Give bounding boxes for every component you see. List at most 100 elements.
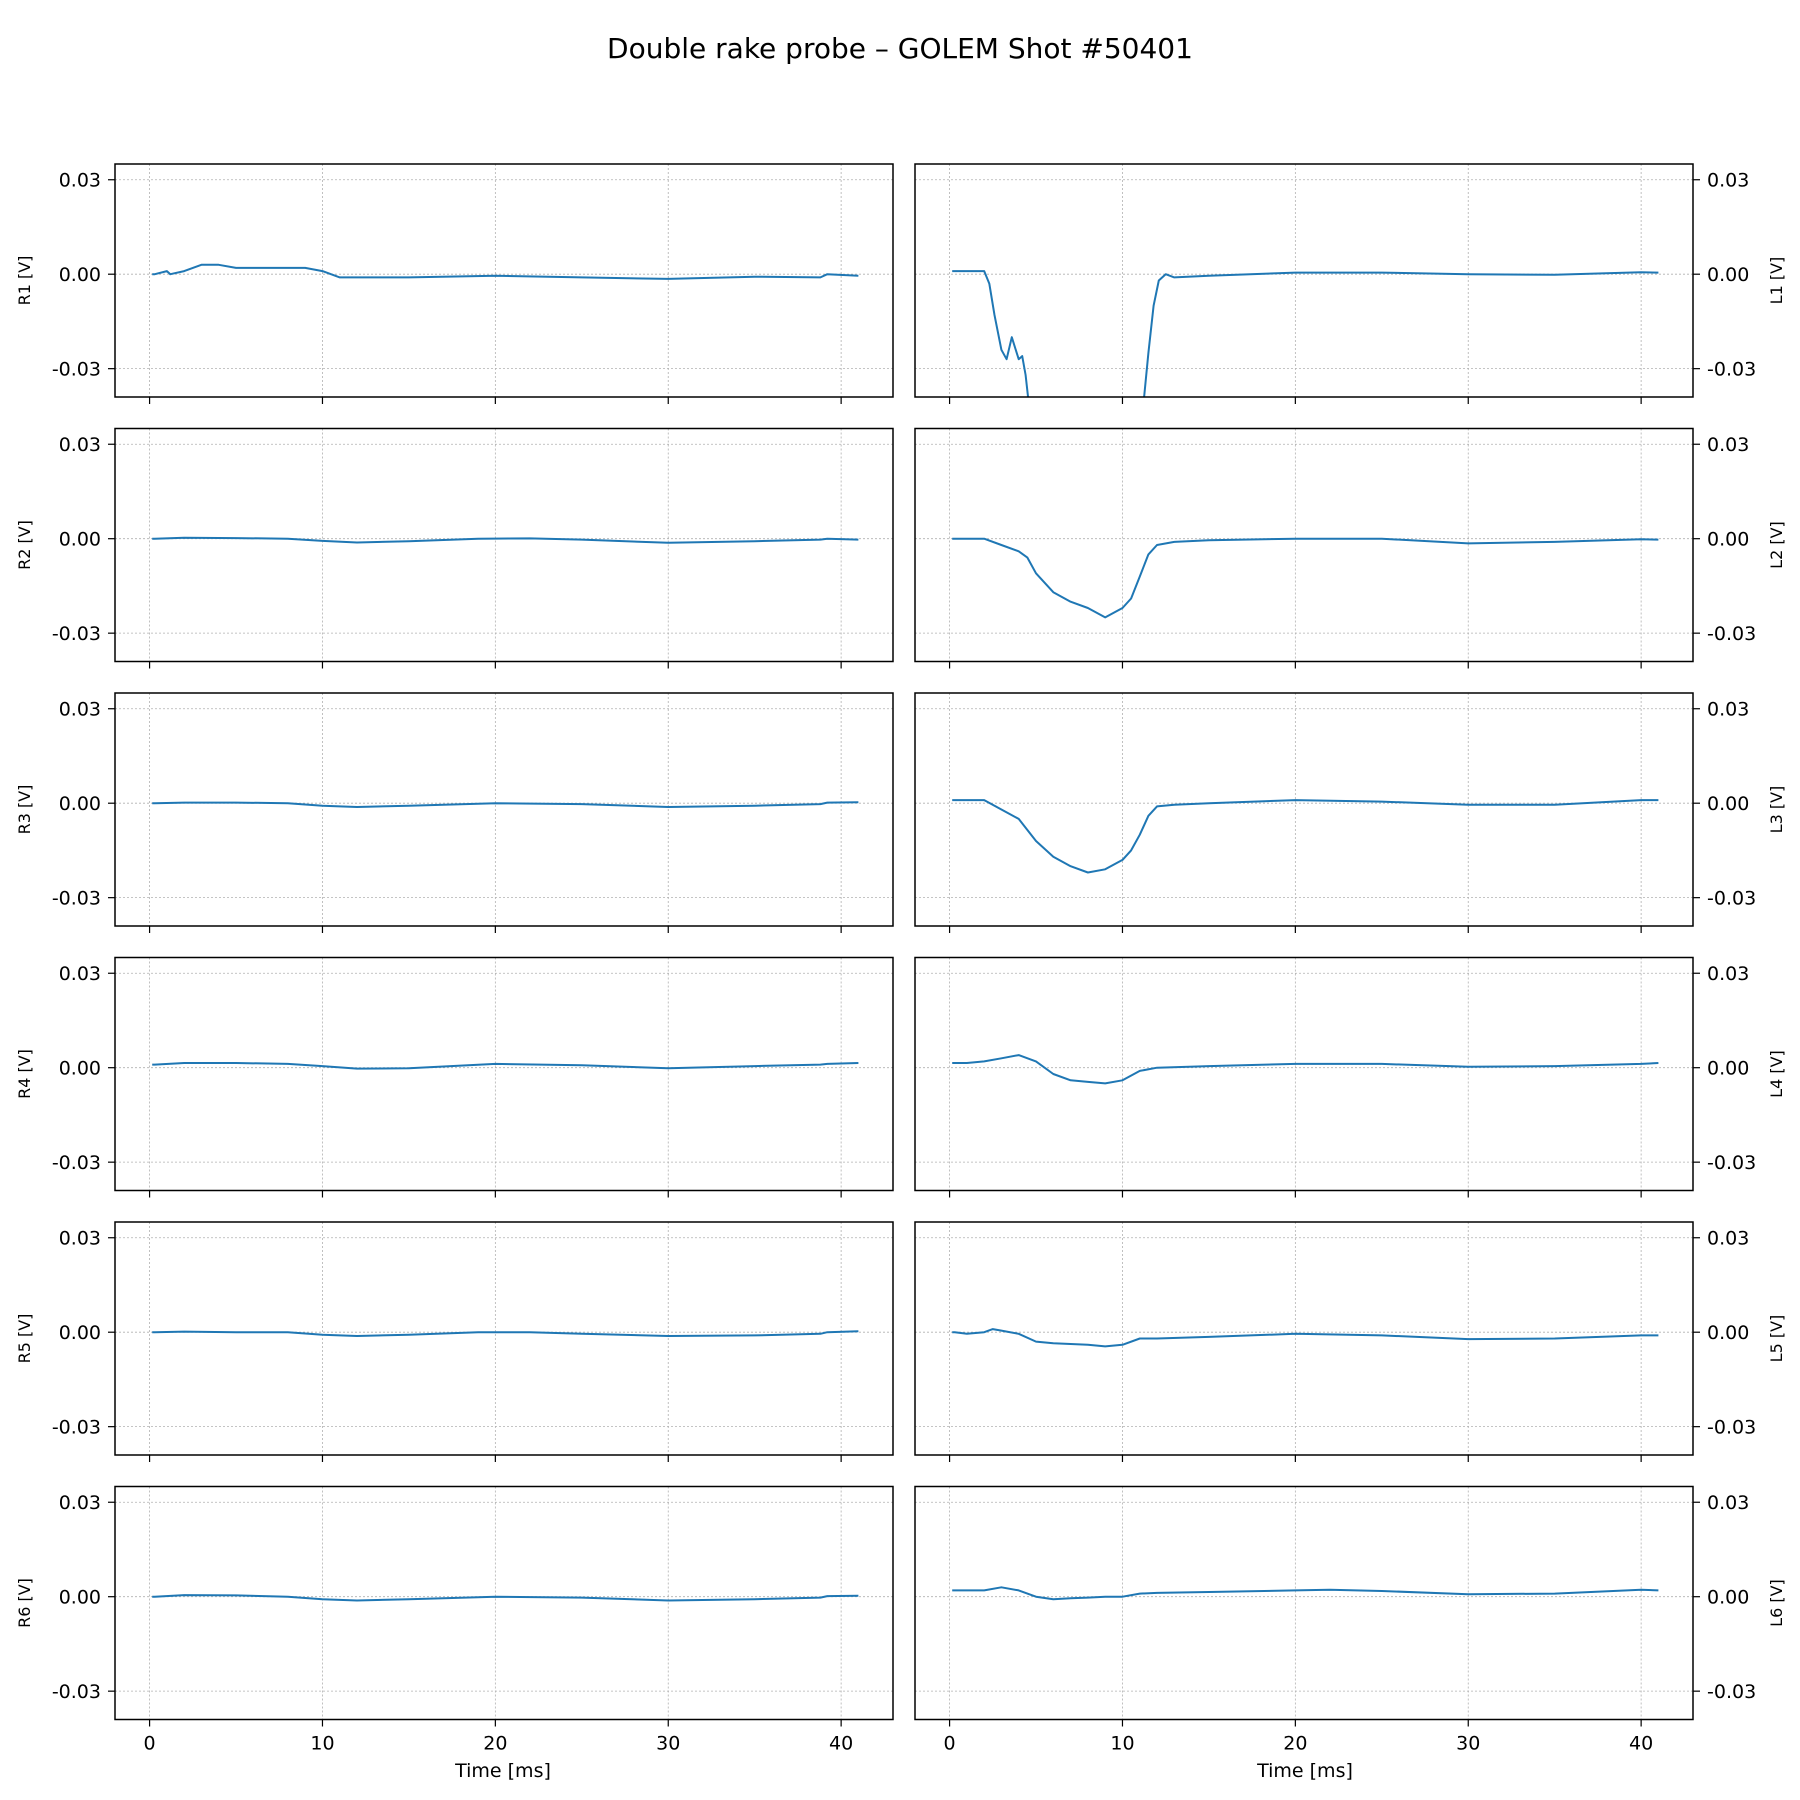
y-tick-label-l1: 0.03	[1707, 170, 1749, 192]
x-tick-label-r6: 0	[144, 1733, 156, 1755]
series-line-r2	[152, 536, 859, 544]
y-tick-label-l5: -0.03	[1707, 1417, 1756, 1439]
y-axis-label-l4: L4 [V]	[1767, 1050, 1786, 1098]
y-tick-label-r5: -0.03	[52, 1417, 101, 1439]
x-tick-label-l6: 0	[944, 1733, 956, 1755]
panel-l1: 0.03 0.00 -0.03 L1 [V]	[914, 163, 1786, 404]
x-tick-label-l6: 40	[1629, 1733, 1653, 1755]
y-tick-label-r2: -0.03	[52, 623, 101, 645]
series-line-r6	[152, 1594, 859, 1602]
y-tick-label-l2: -0.03	[1707, 623, 1756, 645]
series-line-l3	[952, 799, 1659, 874]
figure-title: Double rake probe – GOLEM Shot #50401	[607, 32, 1193, 65]
x-axis-label-left: Time [ms]	[454, 1760, 551, 1782]
panel-r2: 0.03 0.00 -0.03 R2 [V]	[15, 427, 894, 669]
series-line-l5	[952, 1328, 1659, 1348]
x-tick-label-r6: 30	[656, 1733, 680, 1755]
panel-l6: 0.03 0.00 -0.03 L6 [V] 0 10 20 30 40	[914, 1485, 1786, 1755]
y-axis-label-r2: R2 [V]	[15, 520, 34, 570]
series-line-l2	[952, 537, 1659, 619]
y-axis-label-l3: L3 [V]	[1767, 786, 1786, 834]
series-line-r4	[152, 1062, 859, 1070]
series-line-r3	[152, 801, 859, 808]
panel-r4: 0.03 0.00 -0.03 R4 [V]	[15, 956, 894, 1198]
plot-frame-l1	[914, 163, 1694, 398]
plot-frame-l5	[914, 1221, 1694, 1456]
y-tick-label-r3: 0.03	[59, 699, 101, 721]
plot-frame-r5	[114, 1221, 894, 1456]
x-tick-label-r6: 40	[829, 1733, 853, 1755]
y-tick-label-l3: 0.00	[1707, 793, 1749, 815]
y-tick-label-l2: 0.03	[1707, 434, 1749, 456]
y-tick-label-l6: 0.03	[1707, 1492, 1749, 1514]
y-tick-label-r6: 0.00	[59, 1587, 101, 1609]
y-tick-label-r2: 0.00	[59, 529, 101, 551]
panel-l2: 0.03 0.00 -0.03 L2 [V]	[914, 427, 1786, 669]
plot-frame-r1	[114, 163, 894, 398]
plot-frame-r4	[114, 956, 894, 1192]
plot-frame-l3	[914, 692, 1694, 927]
y-axis-label-r1: R1 [V]	[15, 256, 34, 306]
x-tick-label-l6: 30	[1456, 1733, 1480, 1755]
x-tick-label-l6: 10	[1110, 1733, 1134, 1755]
panel-r5: 0.03 0.00 -0.03 R5 [V]	[15, 1221, 894, 1462]
panel-l4: 0.03 0.00 -0.03 L4 [V]	[914, 956, 1786, 1198]
series-line-r1	[152, 263, 859, 280]
y-tick-label-r3: -0.03	[52, 888, 101, 910]
x-axis-label-right: Time [ms]	[1256, 1760, 1353, 1782]
y-tick-label-l1: -0.03	[1707, 359, 1756, 381]
y-tick-label-r1: 0.03	[59, 170, 101, 192]
y-axis-label-r5: R5 [V]	[15, 1314, 34, 1364]
panel-r6: 0.03 0.00 -0.03 R6 [V] 0 10 20 30 40	[15, 1485, 894, 1755]
y-tick-label-l4: -0.03	[1707, 1152, 1756, 1174]
plot-frame-l2	[914, 427, 1694, 663]
panel-r3: 0.03 0.00 -0.03 R3 [V]	[15, 692, 894, 933]
y-tick-label-r5: 0.00	[59, 1322, 101, 1344]
plot-frame-r2	[114, 427, 894, 663]
y-axis-label-r3: R3 [V]	[15, 785, 34, 835]
y-tick-label-r6: 0.03	[59, 1492, 101, 1514]
x-tick-label-r6: 10	[310, 1733, 334, 1755]
plot-frame-r6	[114, 1485, 894, 1721]
x-tick-label-r6: 20	[483, 1733, 507, 1755]
y-tick-label-l1: 0.00	[1707, 264, 1749, 286]
y-axis-label-r6: R6 [V]	[15, 1578, 34, 1628]
x-tick-label-l6: 20	[1283, 1733, 1307, 1755]
y-tick-label-r3: 0.00	[59, 793, 101, 815]
series-line-l1	[952, 270, 1659, 397]
panel-l3: 0.03 0.00 -0.03 L3 [V]	[914, 692, 1786, 933]
panel-r1: 0.03 0.00 -0.03 R1 [V]	[15, 163, 894, 404]
y-tick-label-r4: -0.03	[52, 1152, 101, 1174]
y-axis-label-l5: L5 [V]	[1767, 1315, 1786, 1363]
y-tick-label-l3: -0.03	[1707, 888, 1756, 910]
series-line-l6	[952, 1586, 1659, 1601]
y-axis-label-l6: L6 [V]	[1767, 1579, 1786, 1627]
y-tick-label-r6: -0.03	[52, 1681, 101, 1703]
y-tick-label-r4: 0.03	[59, 963, 101, 985]
y-axis-label-l2: L2 [V]	[1767, 521, 1786, 569]
plot-frame-l4	[914, 956, 1694, 1192]
y-tick-label-r1: -0.03	[52, 359, 101, 381]
y-tick-label-l4: 0.03	[1707, 963, 1749, 985]
y-tick-label-l6: -0.03	[1707, 1681, 1756, 1703]
y-tick-label-l2: 0.00	[1707, 529, 1749, 551]
y-tick-label-l5: 0.03	[1707, 1228, 1749, 1250]
panel-l5: 0.03 0.00 -0.03 L5 [V]	[914, 1221, 1786, 1462]
y-tick-label-l6: 0.00	[1707, 1587, 1749, 1609]
y-tick-label-r2: 0.03	[59, 434, 101, 456]
plot-frame-l6	[914, 1485, 1694, 1721]
y-tick-label-r5: 0.03	[59, 1228, 101, 1250]
y-tick-label-l4: 0.00	[1707, 1058, 1749, 1080]
y-tick-label-l5: 0.00	[1707, 1322, 1749, 1344]
series-line-l4	[952, 1054, 1659, 1085]
series-line-r5	[152, 1330, 859, 1337]
y-tick-label-r1: 0.00	[59, 264, 101, 286]
y-tick-label-r4: 0.00	[59, 1058, 101, 1080]
plot-frame-r3	[114, 692, 894, 927]
y-axis-label-l1: L1 [V]	[1767, 257, 1786, 305]
y-axis-label-r4: R4 [V]	[15, 1049, 34, 1099]
y-tick-label-l3: 0.03	[1707, 699, 1749, 721]
